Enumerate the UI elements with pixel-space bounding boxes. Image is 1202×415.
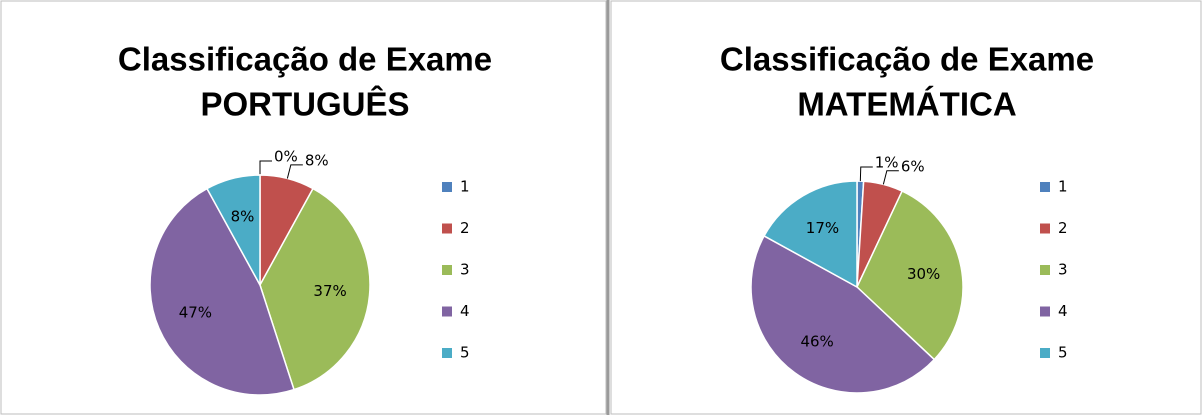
pie-slice — [856, 190, 964, 361]
pie-slice — [259, 187, 371, 391]
data-label: 47% — [179, 303, 212, 321]
legend-label: 2 — [460, 219, 470, 237]
chart-title: Classificação de Exame — [720, 41, 1094, 78]
chart-title: Classificação de Exame — [118, 41, 492, 78]
pie-slice — [205, 174, 261, 286]
legend-label: 4 — [460, 302, 470, 320]
data-label: 8% — [305, 151, 329, 169]
legend-swatch — [442, 348, 452, 358]
leader-line — [882, 170, 899, 185]
data-label: 6% — [901, 157, 925, 175]
pie-slice — [763, 180, 858, 289]
legend-swatch — [1040, 348, 1050, 358]
leader-line — [859, 166, 873, 182]
legend-swatch — [1040, 265, 1050, 275]
chart-subtitle: MATEMÁTICA — [797, 86, 1016, 123]
chart-subtitle: PORTUGUÊS — [200, 86, 409, 123]
data-label: 30% — [907, 265, 940, 283]
legend-label: 3 — [1058, 261, 1068, 279]
legend-swatch — [442, 265, 452, 275]
data-label: 8% — [231, 207, 255, 225]
leader-line — [259, 160, 272, 175]
legend-swatch — [442, 223, 452, 234]
legend-label: 1 — [460, 178, 470, 196]
legend-label: 2 — [1058, 219, 1068, 237]
legend-swatch — [1040, 182, 1050, 192]
data-label: 37% — [313, 282, 346, 300]
pie-slice — [750, 234, 936, 394]
legend-label: 5 — [460, 344, 470, 362]
legend-label: 3 — [460, 261, 470, 279]
legend-swatch — [1040, 306, 1050, 317]
data-label: 17% — [806, 219, 839, 237]
pie-slice — [149, 187, 295, 396]
data-label: 0% — [274, 148, 298, 166]
legend-swatch — [442, 182, 452, 192]
legend-label: 1 — [1058, 178, 1068, 196]
legend-swatch — [1040, 223, 1050, 234]
legend-label: 5 — [1058, 344, 1068, 362]
legend-label: 4 — [1058, 302, 1068, 320]
legend-swatch — [442, 306, 452, 317]
data-label: 1% — [875, 154, 899, 172]
leader-line — [286, 164, 303, 179]
data-label: 46% — [800, 332, 833, 350]
